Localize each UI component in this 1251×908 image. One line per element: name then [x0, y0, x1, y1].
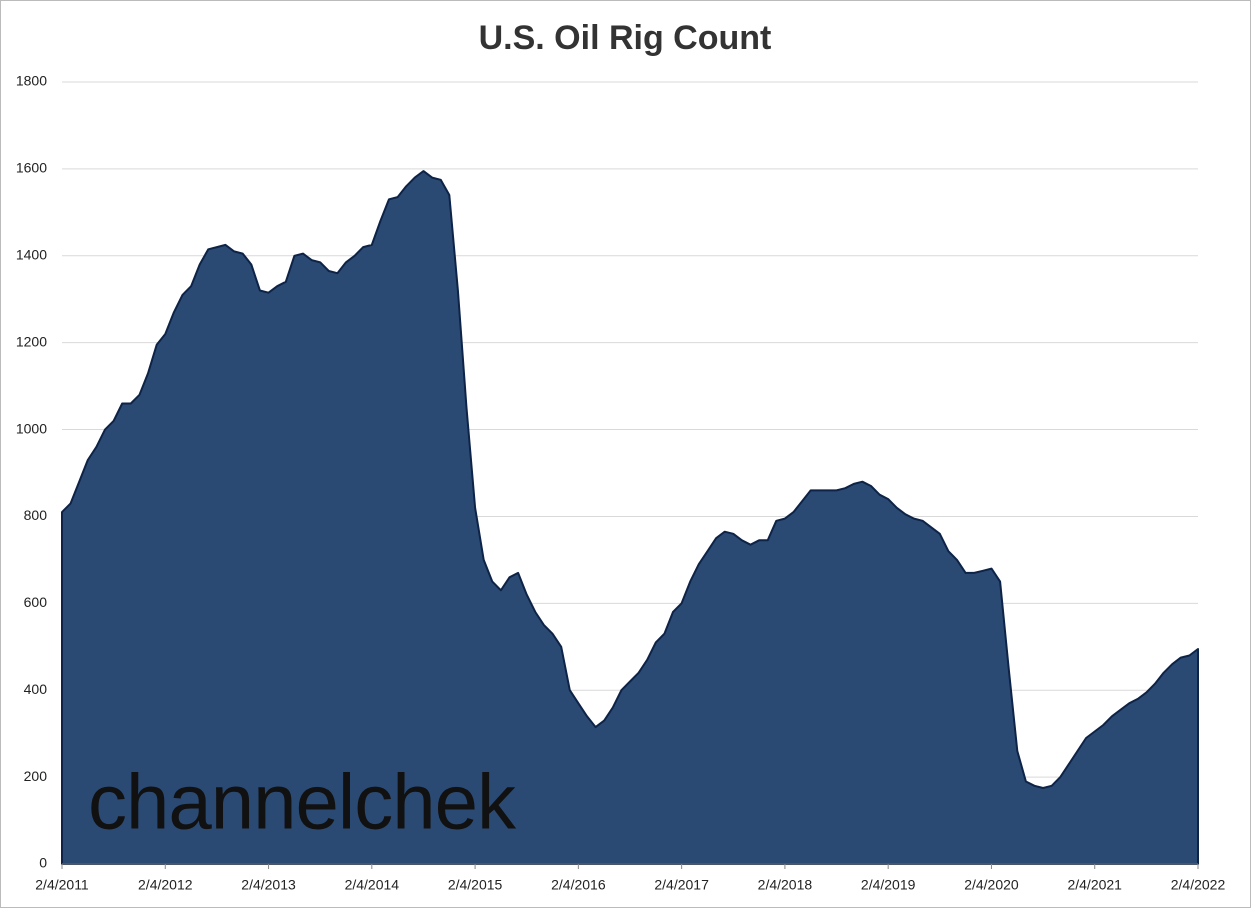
x-tick-label: 2/4/2021 — [1067, 877, 1122, 893]
y-tick-label: 1600 — [16, 160, 47, 176]
x-tick-label: 2/4/2014 — [345, 877, 400, 893]
watermark: channelchek — [88, 758, 517, 846]
y-tick-label: 1200 — [16, 333, 47, 349]
y-tick-label: 1000 — [16, 420, 47, 436]
x-tick-label: 2/4/2018 — [758, 877, 813, 893]
y-tick-label: 1400 — [16, 246, 47, 262]
x-tick-label: 2/4/2020 — [964, 877, 1019, 893]
area — [61, 170, 1199, 865]
x-tick-label: 2/4/2011 — [35, 877, 89, 893]
y-tick-label: 600 — [24, 594, 48, 610]
x-tick-label: 2/4/2022 — [1171, 877, 1226, 893]
y-tick-label: 800 — [24, 507, 48, 523]
x-tick-label: 2/4/2019 — [861, 877, 916, 893]
y-tick-label: 200 — [24, 768, 48, 784]
x-tick-label: 2/4/2013 — [241, 877, 296, 893]
y-tick-label: 400 — [24, 681, 48, 697]
y-tick-label: 1800 — [16, 73, 47, 89]
y-tick-label: 0 — [39, 855, 47, 871]
x-tick-label: 2/4/2016 — [551, 877, 606, 893]
x-tick-label: 2/4/2015 — [448, 877, 503, 893]
x-tick-label: 2/4/2017 — [654, 877, 709, 893]
chart-title: U.S. Oil Rig Count — [479, 19, 772, 57]
x-tick-label: 2/4/2012 — [138, 877, 193, 893]
